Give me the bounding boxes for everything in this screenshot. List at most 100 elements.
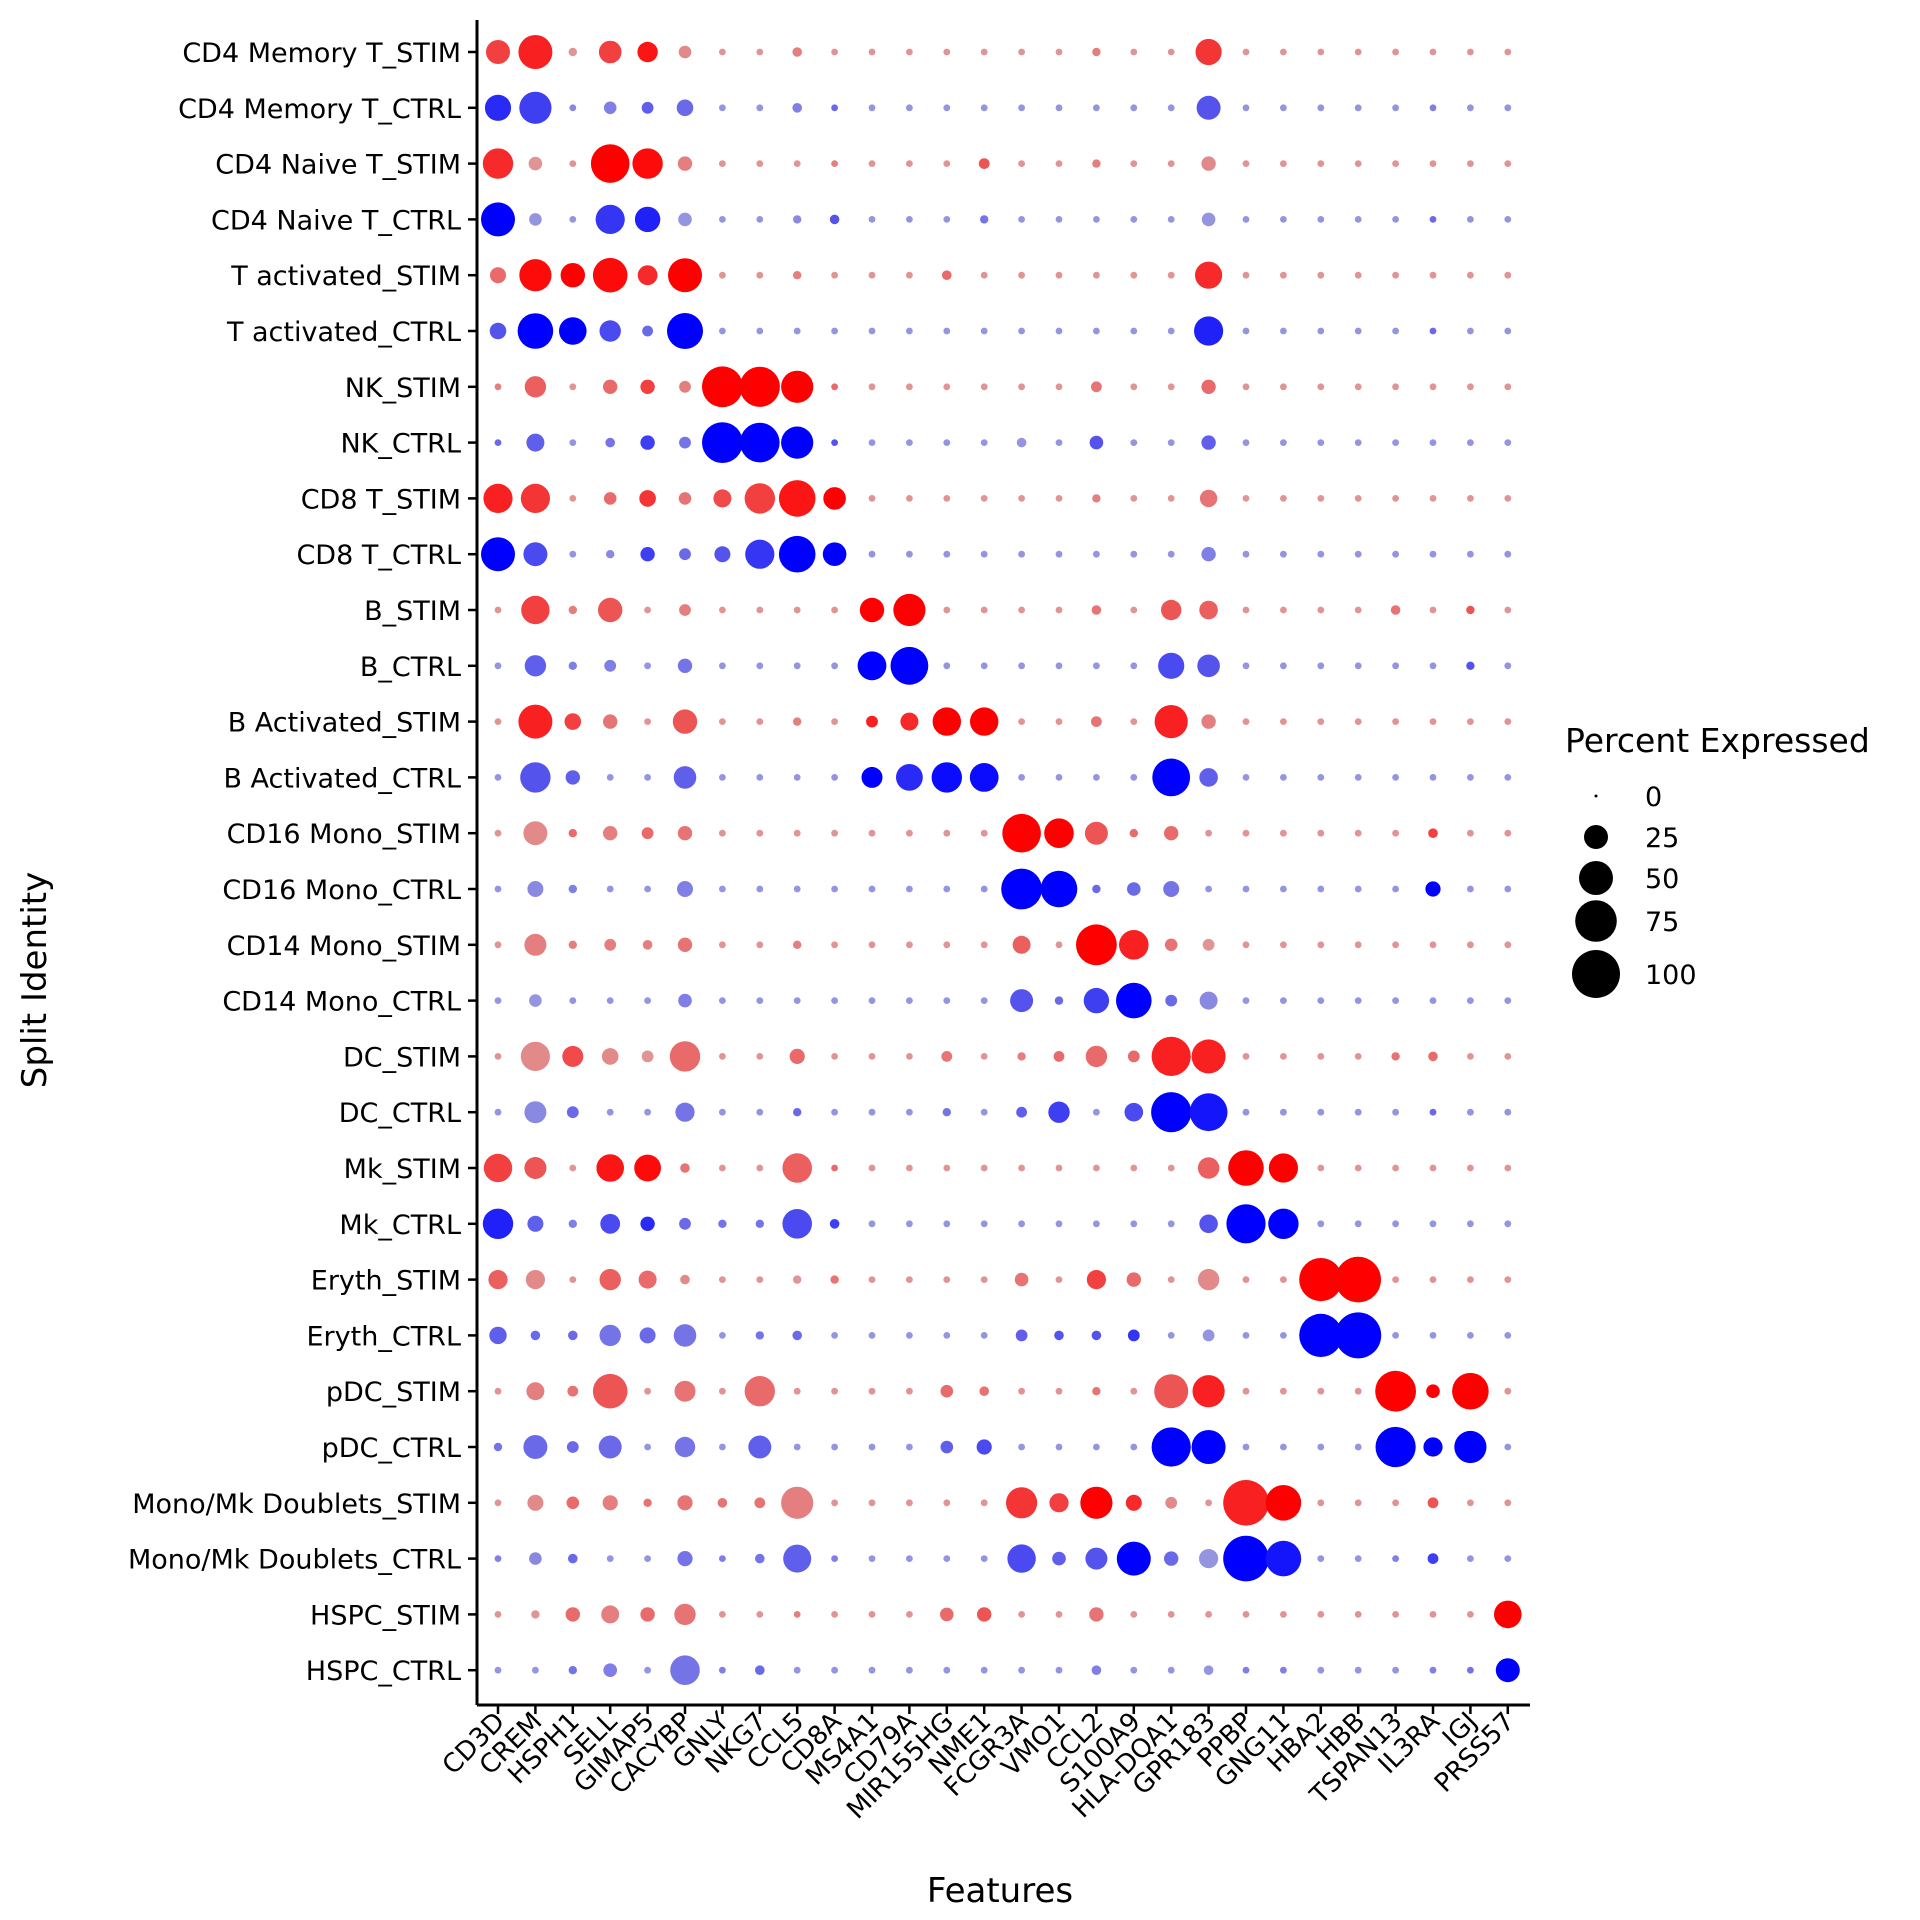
dot-t-activated-stim-sell <box>592 257 628 293</box>
dot-hspc-ctrl-ccl5 <box>793 1666 801 1674</box>
dot-cd14-mono-stim-gng11 <box>1280 941 1287 949</box>
dot-mk-ctrl-prss57 <box>1504 1220 1512 1228</box>
dot-b-activated-stim-ccl2 <box>1091 716 1102 727</box>
dot-mono-mk-doublets-stim-cd79a <box>906 1499 913 1507</box>
dot-dc-ctrl-gpr183 <box>1189 1093 1228 1132</box>
dot-mk-stim-hla-dqa1 <box>1167 1164 1175 1172</box>
dot-b-ctrl-hbb <box>1354 662 1362 670</box>
dot-hspc-stim-cd3d <box>494 1611 502 1618</box>
dot-cd16-mono-ctrl-crem <box>527 881 544 897</box>
dot-b-activated-ctrl-gpr183 <box>1199 768 1218 787</box>
dot-mk-stim-hbb <box>1354 1164 1362 1172</box>
legend-label-25: 25 <box>1645 823 1679 854</box>
dot-eryth-stim-ccl2 <box>1086 1270 1106 1290</box>
y-tick-label-cd16-mono-stim: CD16 Mono_STIM <box>227 819 461 850</box>
dot-cd16-mono-ctrl-gimap5 <box>644 885 651 893</box>
legend-label-50: 50 <box>1645 864 1679 895</box>
dot-eryth-ctrl-nme1 <box>980 1332 988 1339</box>
dot-cd16-mono-ctrl-vmo1 <box>1040 870 1078 908</box>
dot-mk-ctrl-igj <box>1467 1220 1474 1228</box>
dot-cd14-mono-stim-igj <box>1467 941 1474 949</box>
dot-b-activated-ctrl-il3ra <box>1429 774 1437 781</box>
dot-eryth-ctrl-hsph1 <box>568 1330 578 1341</box>
dot-mono-mk-doublets-ctrl-hba2 <box>1317 1555 1325 1562</box>
dot-pdc-ctrl-gpr183 <box>1191 1430 1226 1464</box>
dot-cd4-memory-t-ctrl-hla-dqa1 <box>1167 104 1175 112</box>
dot-nk-ctrl-gimap5 <box>640 435 655 450</box>
dot-cd8-t-stim-ccl5 <box>778 480 816 517</box>
dot-cd4-memory-t-stim-hsph1 <box>568 47 577 57</box>
dot-cd4-memory-t-ctrl-prss57 <box>1504 104 1512 112</box>
dot-mono-mk-doublets-stim-ccl2 <box>1080 1486 1113 1519</box>
dot-cd16-mono-ctrl-sell <box>606 885 614 893</box>
dot-eryth-stim-ppbp <box>1242 1276 1250 1283</box>
dot-b-activated-ctrl-tspan13 <box>1392 774 1399 781</box>
dot-cd4-naive-t-stim-hba2 <box>1317 160 1325 168</box>
y-tick-label-cd14-mono-stim: CD14 Mono_STIM <box>227 931 461 962</box>
dot-dc-ctrl-vmo1 <box>1048 1101 1070 1123</box>
dot-t-activated-stim-gng11 <box>1280 271 1287 279</box>
dot-hspc-stim-hsph1 <box>565 1607 580 1622</box>
dot-cd14-mono-ctrl-ppbp <box>1242 997 1250 1004</box>
dot-cd8-t-stim-ms4a1 <box>868 495 876 502</box>
dot-cd4-memory-t-ctrl-hba2 <box>1317 104 1325 112</box>
dot-mk-ctrl-hbb <box>1354 1220 1362 1228</box>
dot-b-stim-cd3d <box>494 606 502 614</box>
dot-cd16-mono-ctrl-il3ra <box>1425 881 1441 897</box>
dot-cd4-memory-t-stim-hla-dqa1 <box>1167 48 1175 56</box>
dot-pdc-ctrl-crem <box>523 1435 548 1459</box>
dot-mk-stim-ppbp <box>1228 1150 1264 1186</box>
dot-cd14-mono-stim-s100a9 <box>1119 930 1149 960</box>
dot-b-activated-ctrl-crem <box>520 762 551 793</box>
dot-mk-stim-nkg7 <box>756 1164 764 1172</box>
dot-eryth-ctrl-gimap5 <box>639 1327 656 1344</box>
dot-t-activated-ctrl-ppbp <box>1242 327 1250 335</box>
dot-hspc-ctrl-gng11 <box>1280 1666 1287 1674</box>
dot-hspc-stim-gng11 <box>1280 1611 1287 1618</box>
dot-b-activated-ctrl-gng11 <box>1280 774 1287 781</box>
dot-cd4-memory-t-ctrl-mir155hg <box>943 104 951 112</box>
dot-cd8-t-ctrl-cd8a <box>822 542 847 566</box>
dot-mk-ctrl-il3ra <box>1429 1220 1437 1228</box>
dot-pdc-ctrl-igj <box>1454 1430 1487 1464</box>
dot-pdc-ctrl-ccl2 <box>1093 1443 1100 1451</box>
dot-cd16-mono-stim-hba2 <box>1317 829 1325 837</box>
dot-cd4-memory-t-ctrl-nme1 <box>980 104 988 112</box>
dot-mk-ctrl-ccl2 <box>1093 1220 1100 1228</box>
dot-nk-stim-fcgr3a <box>1018 383 1025 391</box>
dot-hspc-ctrl-gpr183 <box>1203 1665 1214 1675</box>
dot-eryth-ctrl-cd3d <box>489 1326 507 1345</box>
dot-nk-ctrl-fcgr3a <box>1016 437 1027 448</box>
dot-cd14-mono-stim-nme1 <box>980 941 988 949</box>
y-tick-label-cd4-memory-t-stim: CD4 Memory T_STIM <box>182 38 461 69</box>
dot-b-activated-ctrl-prss57 <box>1504 774 1512 781</box>
dot-cd14-mono-ctrl-gimap5 <box>644 997 651 1004</box>
dot-b-ctrl-cd3d <box>494 662 502 670</box>
dot-cd14-mono-stim-prss57 <box>1504 941 1512 949</box>
dot-dc-stim-cd79a <box>906 1053 913 1060</box>
dot-b-stim-gpr183 <box>1199 600 1218 620</box>
dot-dc-ctrl-cd79a <box>906 1108 913 1116</box>
dot-mono-mk-doublets-ctrl-s100a9 <box>1116 1541 1151 1576</box>
dot-cd14-mono-ctrl-tspan13 <box>1392 997 1399 1004</box>
dot-mono-mk-doublets-ctrl-mir155hg <box>943 1555 951 1562</box>
dot-eryth-stim-il3ra <box>1429 1276 1437 1283</box>
dot-mono-mk-doublets-stim-tspan13 <box>1392 1499 1399 1507</box>
dot-eryth-stim-fcgr3a <box>1014 1272 1029 1287</box>
dot-nk-stim-hbb <box>1354 383 1362 391</box>
dot-nk-stim-gnly <box>702 366 743 408</box>
dot-b-activated-ctrl-sell <box>606 774 614 781</box>
dot-cd4-naive-t-ctrl-cd3d <box>481 202 515 237</box>
dot-pdc-ctrl-gng11 <box>1280 1443 1287 1451</box>
dot-mk-ctrl-cd8a <box>829 1219 840 1229</box>
dot-mono-mk-doublets-stim-prss57 <box>1504 1499 1512 1507</box>
dot-cd14-mono-ctrl-gpr183 <box>1199 991 1218 1010</box>
axes: CD4 Memory T_STIM CD4 Memory T_CTRL CD4 Na… <box>128 20 1530 1825</box>
dot-nk-ctrl-hbb <box>1354 439 1362 446</box>
dot-cd14-mono-stim-cd3d <box>494 941 502 949</box>
dot-b-activated-stim-vmo1 <box>1055 718 1063 725</box>
dot-pdc-stim-cacybp <box>674 1380 696 1402</box>
dot-mk-stim-cd3d <box>483 1153 513 1183</box>
dot-pdc-stim-ccl2 <box>1092 1387 1101 1396</box>
dot-b-stim-hbb <box>1354 606 1362 614</box>
